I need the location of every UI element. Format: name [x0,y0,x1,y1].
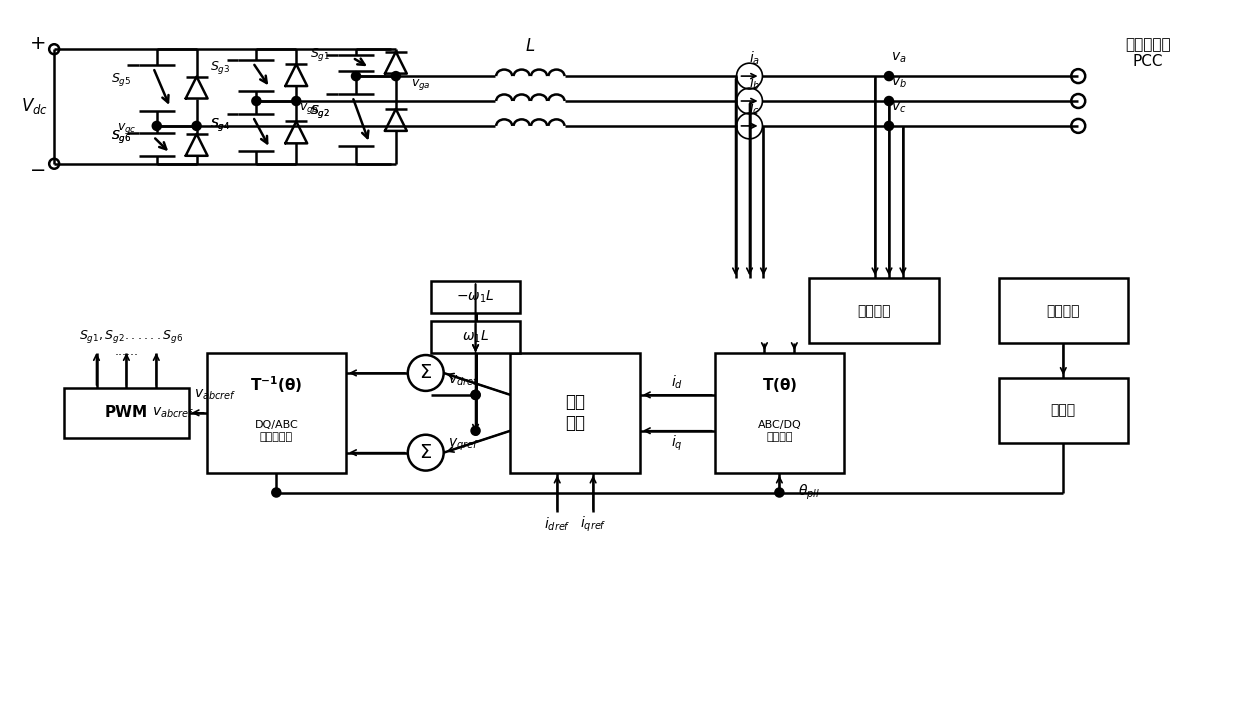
Bar [999,278,1127,343]
Text: $S_{g1},S_{g2}......S_{g6}$: $S_{g1},S_{g2}......S_{g6}$ [79,328,183,344]
Bar [64,388,188,438]
Text: $v_{dref}$: $v_{dref}$ [447,373,478,388]
Text: $i_c$: $i_c$ [748,99,760,116]
Text: $+$: $+$ [28,35,46,53]
Text: $S_{g4}$: $S_{g4}$ [211,116,230,133]
Text: $S_{g5}$: $S_{g5}$ [110,71,131,88]
Text: 风机并网点: 风机并网点 [1125,36,1171,52]
Text: $i_q$: $i_q$ [672,434,683,454]
Bar [715,353,844,472]
Text: DQ/ABC
坐标逆变换: DQ/ABC 坐标逆变换 [254,420,299,442]
Bar [999,378,1127,443]
Text: $V_{dc}$: $V_{dc}$ [21,96,48,116]
Text: $v_{qref}$: $v_{qref}$ [447,437,478,453]
Text: $-\omega_1 L$: $-\omega_1 L$ [456,289,494,306]
Circle shape [392,72,400,80]
Text: $v_{gc}$: $v_{gc}$ [116,122,136,136]
Text: $-$: $-$ [28,159,46,178]
Text: 锁相环: 锁相环 [1051,403,1075,417]
Circle shape [885,97,893,105]
Text: 电压测量: 电压测量 [1047,304,1080,317]
Text: 电流
内环: 电流 内环 [565,393,585,432]
Bar [207,353,346,472]
Text: $v_{abcref}$: $v_{abcref}$ [152,405,195,420]
Text: $\omega_1 L$: $\omega_1 L$ [462,329,489,345]
Text: $L$: $L$ [525,38,535,55]
Text: PWM: PWM [105,405,147,420]
Circle shape [885,72,893,80]
Text: $i_{dref}$: $i_{dref}$ [544,515,571,533]
Text: $v_{ga}$: $v_{ga}$ [411,76,430,92]
Text: $i_a$: $i_a$ [748,50,760,67]
Text: $S_{g2}$: $S_{g2}$ [310,103,331,120]
Text: PCC: PCC [1132,54,1163,68]
Text: $v_b$: $v_b$ [891,76,907,90]
Text: $i_b$: $i_b$ [748,74,761,92]
Circle shape [472,391,479,399]
Text: $\mathbf{T^{-1}(\theta)}$: $\mathbf{T^{-1}(\theta)}$ [250,375,302,395]
Circle shape [776,488,783,496]
Bar [809,278,939,343]
Circle shape [472,391,479,399]
Bar [431,281,520,313]
Bar [510,353,639,472]
Circle shape [472,427,479,435]
Text: $\mathbf{T(\theta)}$: $\mathbf{T(\theta)}$ [762,376,797,394]
Text: $i_{qref}$: $i_{qref}$ [580,515,606,534]
Text: $v_{abcref}$: $v_{abcref}$ [193,388,235,402]
Circle shape [273,488,280,496]
Circle shape [253,97,260,105]
Text: $\Sigma$: $\Sigma$ [419,443,432,462]
Text: $S_{g6}$: $S_{g6}$ [110,128,131,146]
Circle shape [192,122,201,130]
Text: $\theta_{pll}$: $\theta_{pll}$ [798,483,820,502]
Text: 电流测量: 电流测量 [857,304,891,317]
Circle shape [152,122,161,130]
Text: $S_{g3}$: $S_{g3}$ [211,59,230,76]
Circle shape [352,72,361,80]
Text: $S_{g4}$: $S_{g4}$ [211,116,230,133]
Text: $\Sigma$: $\Sigma$ [419,364,432,382]
Bar [431,321,520,353]
Text: $S_{g6}$: $S_{g6}$ [110,128,131,146]
Text: $v_a$: $v_a$ [891,51,907,66]
Text: $v_{gb}$: $v_{gb}$ [300,101,320,116]
Circle shape [292,97,300,105]
Text: $i_d$: $i_d$ [672,373,684,391]
Text: $S_{g2}$: $S_{g2}$ [310,103,331,120]
Text: ......: ...... [114,344,139,357]
Text: $v_c$: $v_c$ [891,100,907,115]
Circle shape [885,122,893,130]
Text: ABC/DQ
坐标变换: ABC/DQ 坐标变换 [757,420,802,442]
Text: $S_{g1}$: $S_{g1}$ [310,46,331,63]
